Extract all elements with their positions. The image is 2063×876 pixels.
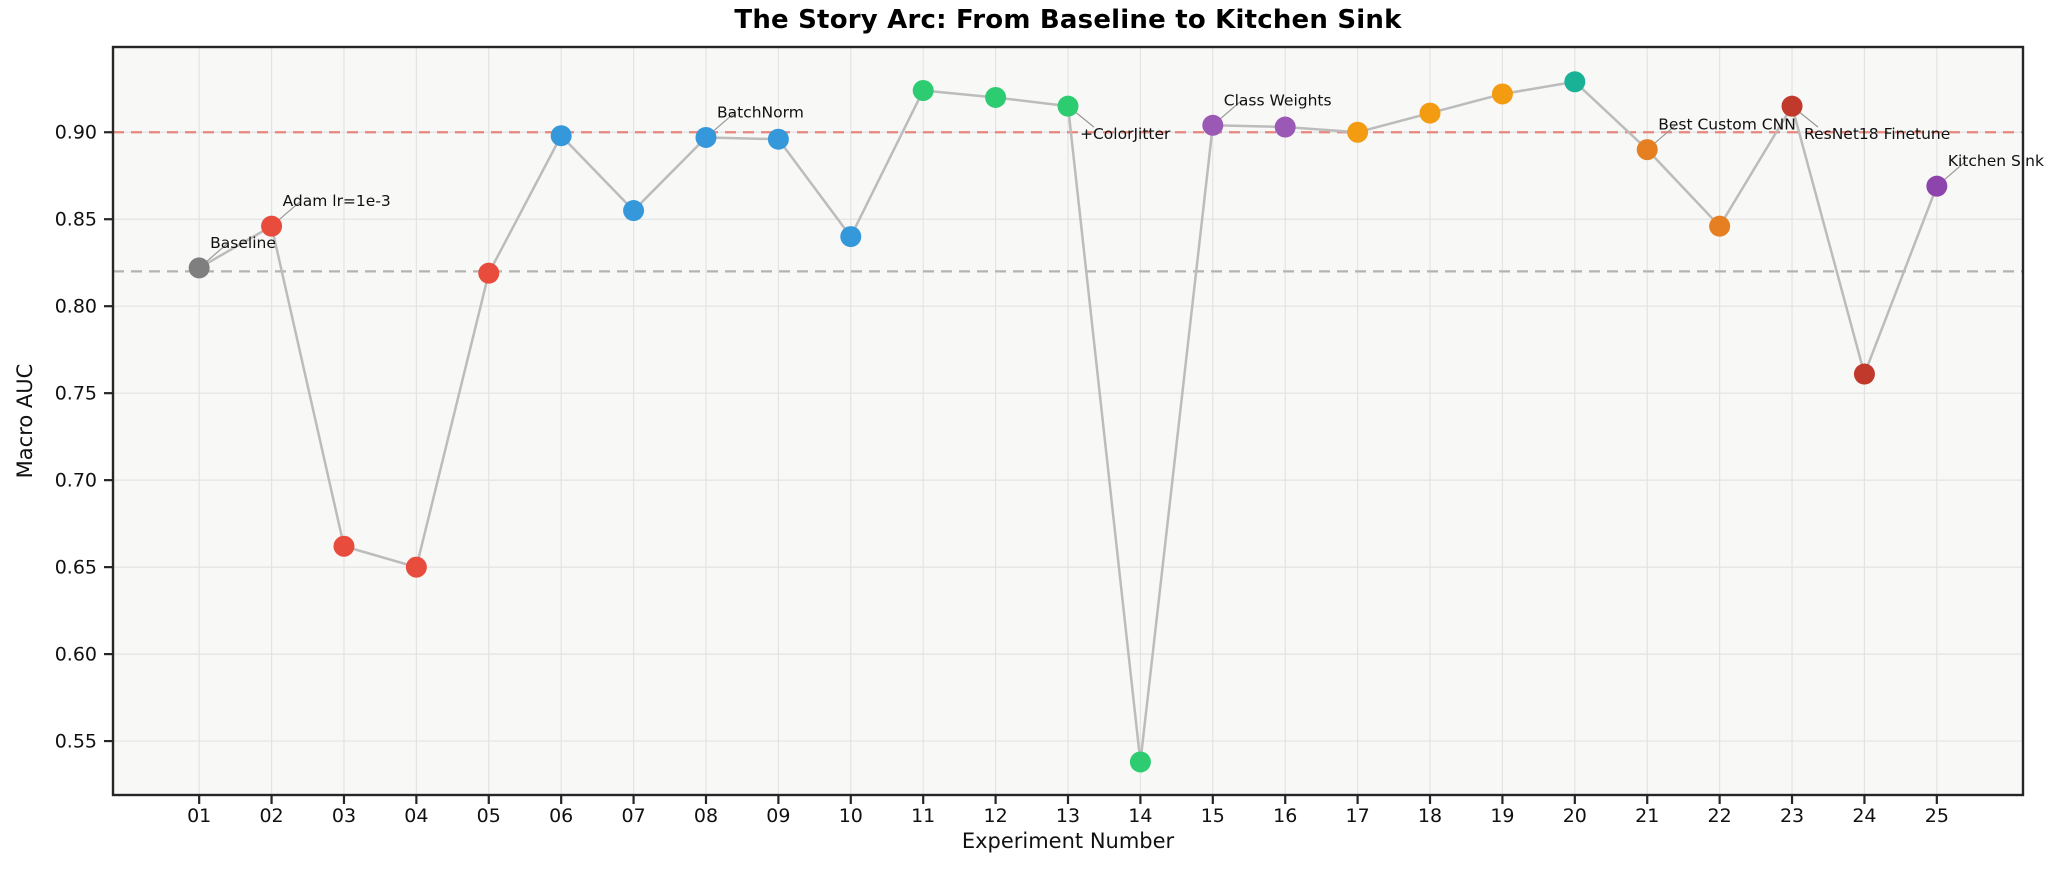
data-point-06 [550, 125, 572, 147]
y-tick-label-0.55: 0.55 [55, 731, 97, 753]
data-point-14 [1129, 751, 1151, 773]
x-tick-label-23: 23 [1780, 805, 1804, 827]
x-tick-label-14: 14 [1128, 805, 1152, 827]
x-tick-label-04: 04 [404, 805, 428, 827]
x-tick-label-16: 16 [1273, 805, 1297, 827]
x-tick-label-13: 13 [1056, 805, 1080, 827]
y-tick-label-0.70: 0.70 [55, 470, 97, 492]
x-tick-label-12: 12 [984, 805, 1008, 827]
data-point-10 [840, 226, 862, 248]
data-point-17 [1347, 121, 1369, 143]
x-tick-label-20: 20 [1563, 805, 1587, 827]
chart-title: The Story Arc: From Baseline to Kitchen … [734, 5, 1402, 35]
data-point-24 [1853, 363, 1875, 385]
data-point-25 [1926, 175, 1948, 197]
data-point-13 [1057, 95, 1079, 117]
annotation-baseline: Baseline [210, 234, 276, 252]
data-point-05 [478, 262, 500, 284]
data-point-23 [1781, 95, 1803, 117]
x-tick-label-10: 10 [839, 805, 863, 827]
annotation-best-custom-cnn: Best Custom CNN [1658, 116, 1796, 134]
y-tick-label-0.80: 0.80 [55, 296, 97, 318]
x-tick-label-15: 15 [1201, 805, 1225, 827]
x-tick-label-06: 06 [549, 805, 573, 827]
x-tick-label-11: 11 [911, 805, 935, 827]
data-point-02 [261, 215, 283, 237]
annotation-class-weights: Class Weights [1224, 91, 1332, 109]
y-tick-label-0.75: 0.75 [55, 383, 97, 405]
x-axis-label: Experiment Number [961, 829, 1175, 853]
x-tick-label-01: 01 [187, 805, 211, 827]
data-point-20 [1564, 71, 1586, 93]
x-tick-label-24: 24 [1852, 805, 1876, 827]
data-point-18 [1419, 102, 1441, 124]
x-tick-label-08: 08 [694, 805, 718, 827]
annotation-adam-lr-1e-3: Adam lr=1e-3 [283, 192, 391, 210]
x-tick-label-03: 03 [332, 805, 356, 827]
y-tick-label-0.85: 0.85 [55, 209, 97, 231]
data-point-08 [695, 126, 717, 148]
data-point-12 [985, 86, 1007, 108]
x-tick-label-05: 05 [477, 805, 501, 827]
annotation-colorjitter: +ColorJitter [1080, 125, 1171, 143]
data-point-21 [1636, 139, 1658, 161]
x-tick-label-25: 25 [1925, 805, 1949, 827]
data-point-15 [1202, 114, 1224, 136]
y-tick-label-0.90: 0.90 [55, 122, 97, 144]
x-tick-label-18: 18 [1418, 805, 1442, 827]
data-point-03 [333, 535, 355, 557]
data-point-09 [767, 128, 789, 150]
x-tick-label-21: 21 [1635, 805, 1659, 827]
annotation-batchnorm: BatchNorm [717, 103, 804, 121]
data-point-07 [623, 200, 645, 222]
x-tick-label-22: 22 [1708, 805, 1732, 827]
y-tick-label-0.65: 0.65 [55, 557, 97, 579]
x-tick-label-07: 07 [621, 805, 645, 827]
data-point-22 [1709, 215, 1731, 237]
x-tick-label-19: 19 [1490, 805, 1514, 827]
data-point-11 [912, 79, 934, 101]
annotation-kitchen-sink: Kitchen Sink [1948, 152, 2044, 170]
data-point-01 [188, 257, 210, 279]
y-tick-label-0.60: 0.60 [55, 644, 97, 666]
x-tick-label-02: 02 [259, 805, 283, 827]
data-point-16 [1274, 116, 1296, 138]
x-tick-label-09: 09 [766, 805, 790, 827]
annotation-resnet18-finetune: ResNet18 Finetune [1804, 125, 1950, 143]
data-point-04 [405, 556, 427, 578]
x-tick-label-17: 17 [1346, 805, 1370, 827]
data-point-19 [1491, 83, 1513, 105]
